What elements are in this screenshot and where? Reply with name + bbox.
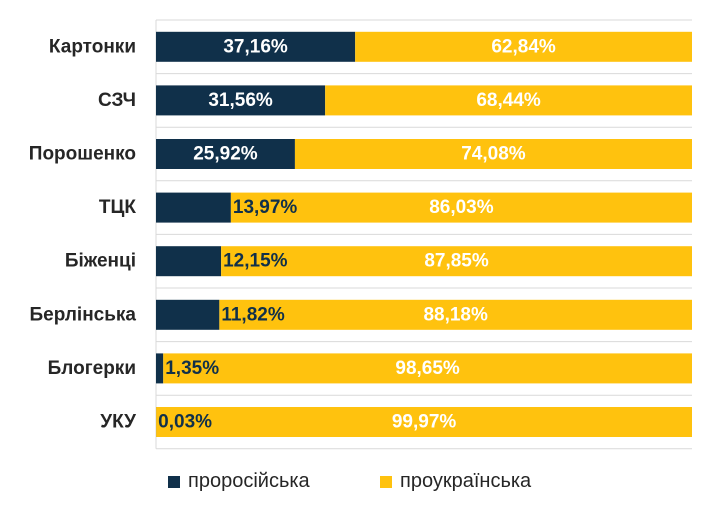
data-label-pro-russian: 12,15% <box>223 251 288 272</box>
bar-segment-pro-ukrainian <box>156 407 693 437</box>
data-label-pro-ukrainian: 74,08% <box>461 144 526 165</box>
data-label-pro-ukrainian: 62,84% <box>491 36 556 57</box>
data-label-pro-ukrainian: 88,18% <box>423 304 488 325</box>
category-label: УКУ <box>100 412 136 433</box>
legend-label-pro-russian: проросійська <box>188 470 310 492</box>
legend-label-pro-ukrainian: проукраїнська <box>400 470 532 492</box>
bar-segment-pro-russian <box>156 353 164 384</box>
bar-segment-pro-russian <box>156 31 356 62</box>
data-label-pro-russian: 13,97% <box>233 197 298 218</box>
bar-segment-pro-russian <box>156 192 231 223</box>
bar-segment-pro-ukrainian <box>325 85 692 116</box>
bar-segment-pro-russian <box>156 85 326 116</box>
bar-segment-pro-ukrainian <box>294 139 692 169</box>
category-label: Берлінська <box>29 304 136 325</box>
legend-item-pro-ukrainian: проукраїнська <box>380 470 531 493</box>
data-label-pro-russian: 25,92% <box>193 144 258 165</box>
data-label-pro-ukrainian: 99,97% <box>392 412 457 433</box>
category-label: Порошенко <box>29 144 136 165</box>
data-label-pro-ukrainian: 98,65% <box>395 358 460 379</box>
legend: проросійська проукраїнська <box>0 470 713 500</box>
data-label-pro-russian: 31,56% <box>208 90 273 111</box>
category-label: Біженці <box>65 251 136 272</box>
category-label: Картонки <box>49 36 136 57</box>
category-label: ТЦК <box>99 197 136 218</box>
legend-swatch-pro-russian <box>168 475 180 488</box>
bar-segment-pro-ukrainian <box>221 246 692 277</box>
data-label-pro-ukrainian: 87,85% <box>424 251 489 272</box>
data-label-pro-russian: 1,35% <box>165 358 219 379</box>
data-label-pro-russian: 37,16% <box>223 36 288 57</box>
data-label-pro-russian: 0,03% <box>158 412 212 433</box>
legend-item-pro-russian: проросійська <box>168 470 310 493</box>
data-label-pro-russian: 11,82% <box>221 304 284 325</box>
data-label-pro-ukrainian: 68,44% <box>476 90 541 111</box>
legend-swatch-pro-ukrainian <box>380 475 392 488</box>
data-label-pro-ukrainian: 86,03% <box>429 197 494 218</box>
stacked-bar-chart: Картонки 37,16% 62,84% СЗЧ 31,56% 68,44% Порош… <box>29 19 693 450</box>
bar-segment-pro-ukrainian <box>163 353 693 384</box>
category-label: СЗЧ <box>98 90 136 111</box>
bar-segment-pro-russian <box>156 299 220 330</box>
bar-segment-pro-ukrainian <box>230 192 692 223</box>
bar-segment-pro-ukrainian <box>219 299 692 330</box>
bar-segment-pro-russian <box>156 139 295 169</box>
bar-segment-pro-russian <box>156 246 222 277</box>
category-label: Блогерки <box>48 358 136 379</box>
bar-segment-pro-ukrainian <box>355 31 692 62</box>
